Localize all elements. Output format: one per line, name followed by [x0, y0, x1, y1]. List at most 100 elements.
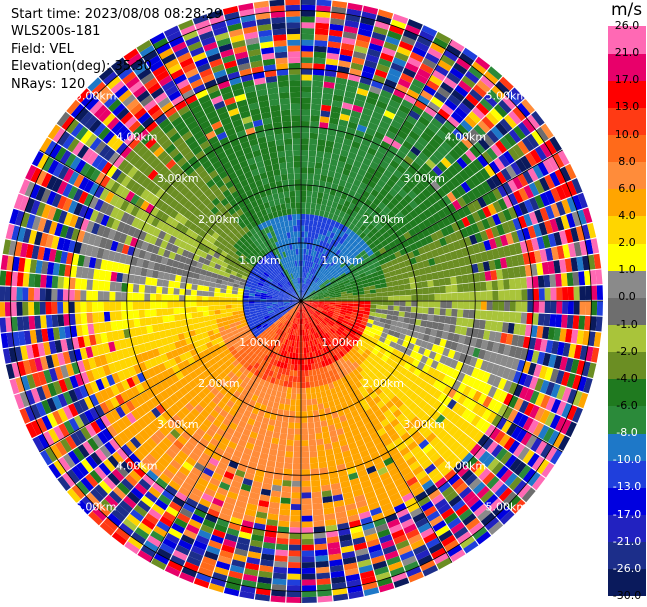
range-gate-cell — [272, 318, 279, 323]
range-gate-cell — [438, 481, 451, 494]
range-gate-cell — [274, 378, 280, 386]
range-gate-cell — [398, 333, 406, 341]
range-gate-cell — [377, 9, 394, 19]
range-gate-cell — [188, 518, 202, 530]
range-gate-cell — [288, 328, 293, 335]
range-gate-cell — [359, 449, 370, 459]
range-gate-cell — [388, 24, 405, 35]
range-gate-cell — [486, 440, 499, 454]
range-gate-cell — [205, 270, 213, 277]
range-gate-cell — [112, 451, 125, 465]
range-gate-cell — [35, 329, 43, 343]
range-gate-cell — [591, 301, 598, 316]
range-gate-cell — [391, 348, 400, 356]
range-gate-cell — [272, 402, 280, 409]
range-gate-cell — [346, 305, 353, 309]
range-gate-cell — [232, 553, 247, 563]
range-gate-cell — [512, 370, 522, 384]
range-gate-cell — [549, 414, 561, 430]
range-gate-cell — [367, 147, 377, 156]
range-gate-cell — [173, 301, 180, 308]
range-gate-cell — [165, 532, 180, 545]
range-gate-cell — [290, 504, 301, 511]
range-gate-cell — [444, 252, 453, 262]
range-gate-cell — [355, 236, 363, 244]
range-gate-cell — [319, 282, 325, 288]
range-gate-cell — [239, 330, 246, 336]
range-gate-cell — [251, 394, 259, 402]
range-gate-cell — [221, 476, 233, 486]
range-gate-cell — [370, 218, 379, 227]
range-gate-cell — [392, 154, 403, 165]
range-gate-cell — [405, 379, 414, 389]
range-gate-cell — [396, 256, 404, 264]
range-gate-cell — [260, 346, 267, 353]
range-gate-cell — [465, 225, 475, 236]
range-gate-cell — [304, 292, 310, 297]
range-gate-cell — [545, 381, 556, 396]
range-gate-cell — [231, 382, 240, 391]
range-gate-cell — [200, 343, 208, 352]
range-gate-cell — [57, 408, 69, 423]
range-gate-cell — [311, 197, 317, 204]
range-gate-cell — [289, 527, 301, 534]
range-gate-cell — [345, 235, 352, 243]
range-gate-cell — [362, 581, 378, 591]
range-gate-cell — [147, 332, 156, 342]
range-gate-cell — [393, 477, 406, 487]
range-gate-cell — [561, 387, 572, 403]
range-gate-cell — [237, 297, 243, 301]
range-gate-cell — [269, 312, 276, 317]
range-gate-cell — [366, 363, 375, 371]
range-gate-cell — [346, 324, 353, 330]
range-gate-cell — [301, 155, 309, 162]
range-gate-cell — [233, 352, 241, 360]
range-gate-cell — [576, 330, 585, 345]
range-gate-cell — [463, 336, 472, 346]
range-gate-cell — [503, 437, 516, 451]
range-gate-cell — [542, 234, 551, 249]
range-gate-cell — [160, 256, 169, 265]
range-gate-cell — [431, 472, 444, 484]
range-gate-cell — [353, 542, 368, 551]
range-gate-cell — [419, 30, 435, 42]
range-gate-cell — [550, 287, 557, 301]
range-gate-cell — [571, 178, 583, 194]
range-gate-cell — [323, 81, 335, 89]
range-gate-cell — [175, 470, 188, 482]
range-gate-cell — [507, 267, 515, 279]
range-gate-cell — [15, 377, 25, 393]
range-gate-cell — [284, 332, 289, 339]
range-gate-cell — [282, 338, 287, 345]
range-gate-cell — [288, 544, 301, 551]
range-gate-cell — [190, 295, 197, 301]
range-gate-cell — [301, 341, 304, 348]
range-gate-cell — [374, 344, 382, 352]
range-gate-cell — [235, 370, 243, 378]
range-gate-cell — [90, 420, 102, 434]
range-gate-cell — [366, 335, 374, 342]
range-gate-cell — [337, 268, 344, 274]
range-gate-cell — [20, 345, 29, 361]
range-gate-cell — [492, 401, 503, 414]
range-gate-cell — [371, 31, 387, 42]
range-gate-cell — [179, 572, 195, 583]
range-gate-cell — [378, 94, 391, 105]
range-gate-cell — [311, 268, 316, 275]
range-gate-cell — [169, 443, 181, 455]
range-gate-cell — [386, 314, 393, 320]
range-gate-cell — [312, 313, 318, 319]
range-gate-cell — [424, 106, 437, 118]
range-gate-cell — [261, 386, 268, 394]
range-gate-cell — [133, 318, 141, 328]
range-gate-cell — [323, 235, 330, 243]
range-gate-cell — [447, 242, 456, 252]
range-gate-cell — [480, 339, 489, 350]
range-gate-cell — [544, 174, 556, 190]
range-gate-cell — [352, 344, 360, 352]
range-gate-cell — [155, 403, 166, 415]
range-gate-cell — [318, 301, 325, 304]
range-gate-cell — [34, 357, 43, 372]
range-gate-cell — [326, 364, 332, 372]
range-gate-cell — [336, 185, 345, 193]
